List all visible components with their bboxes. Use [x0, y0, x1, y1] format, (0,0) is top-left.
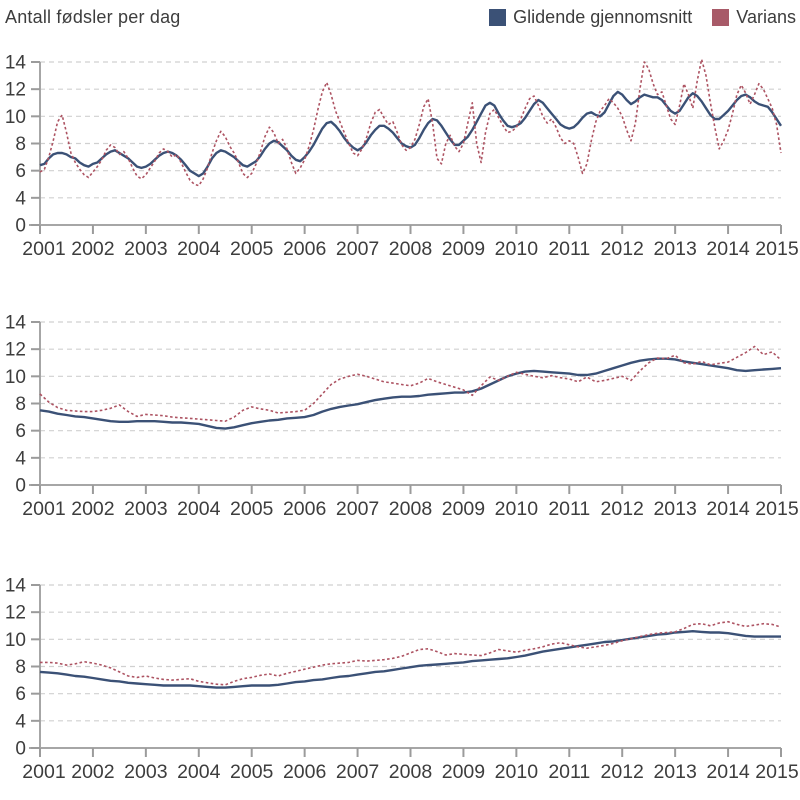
x-tick-label: 2015 — [755, 498, 799, 520]
variance-line — [39, 58, 782, 187]
y-tick-label: 10 — [5, 107, 26, 128]
x-tick-label: 2004 — [177, 498, 221, 520]
legend: Glidende gjennomsnitt Varians — [489, 7, 796, 28]
moving-average-line — [39, 90, 783, 178]
x-tick-label: 2007 — [336, 761, 379, 783]
x-tick-label: 2011 — [548, 238, 590, 260]
legend-item-variance: Varians — [712, 7, 796, 28]
y-tick-label: 12 — [5, 80, 26, 101]
legend-label-variance: Varians — [736, 7, 796, 27]
x-tick-label: 2013 — [653, 498, 696, 520]
x-tick-label: 2003 — [124, 498, 167, 520]
x-tick-label: 2006 — [283, 498, 326, 520]
chart-header: Antall fødsler per dag Glidende gjennoms… — [0, 0, 800, 36]
x-tick-label: 2010 — [495, 498, 539, 520]
y-tick-label: 6 — [15, 421, 26, 442]
x-tick-label: 2002 — [71, 498, 114, 520]
x-tick-label: 2001 — [22, 238, 65, 260]
y-tick-label: 0 — [15, 476, 26, 497]
x-tick-label: 2009 — [442, 238, 485, 260]
y-tick-label: 12 — [5, 603, 26, 624]
variance-line — [39, 345, 782, 422]
variance-swatch-icon — [712, 9, 730, 26]
y-tick-label: 10 — [5, 367, 26, 388]
y-tick-label: 14 — [5, 53, 27, 74]
x-tick-label: 2001 — [22, 761, 65, 783]
y-tick-label: 8 — [15, 657, 26, 678]
x-tick-label: 2014 — [706, 238, 750, 260]
x-tick-label: 2005 — [230, 238, 274, 260]
y-tick-label: 0 — [15, 739, 26, 760]
chart-births-per-day-top: 0 4 6 8 10 12 14 2001 2002 2003 2004 2005 2006 2007 20… — [5, 53, 799, 261]
x-tick-label: 2012 — [601, 238, 644, 260]
x-tick-label: 2004 — [177, 238, 221, 260]
x-tick-label: 2010 — [495, 761, 539, 783]
chart-births-per-day-bottom: 0 4 6 8 10 12 14 2001 2002 2003 2004 2005 2006 2007 20… — [5, 576, 799, 784]
x-tick-label: 2015 — [755, 238, 799, 260]
x-tick-label: 2005 — [230, 498, 274, 520]
x-tick-label: 2008 — [389, 761, 432, 783]
page-title: Antall fødsler per dag — [5, 7, 181, 27]
x-tick-label: 2013 — [653, 761, 696, 783]
x-tick-label: 2003 — [124, 761, 167, 783]
variance-line — [40, 620, 782, 686]
x-tick-label: 2006 — [283, 238, 326, 260]
moving-average-line — [39, 357, 782, 430]
y-tick-label: 12 — [5, 340, 26, 361]
y-tick-label: 14 — [5, 576, 27, 597]
y-tick-label: 8 — [15, 134, 26, 155]
y-tick-label: 0 — [15, 216, 26, 237]
x-tick-label: 2003 — [124, 238, 167, 260]
x-tick-label: 2011 — [548, 761, 590, 783]
x-tick-label: 2015 — [755, 761, 799, 783]
moving-average-swatch-icon — [489, 9, 507, 26]
x-tick-label: 2002 — [71, 238, 114, 260]
y-tick-label: 10 — [5, 630, 26, 651]
y-tick-label: 6 — [15, 684, 26, 705]
y-tick-label: 4 — [15, 188, 26, 209]
x-tick-label: 2009 — [442, 498, 485, 520]
x-tick-label: 2013 — [653, 238, 696, 260]
legend-item-moving-average: Glidende gjennomsnitt — [489, 7, 692, 28]
x-tick-label: 2007 — [336, 238, 379, 260]
y-tick-label: 8 — [15, 394, 26, 415]
y-tick-label: 4 — [15, 448, 26, 469]
x-tick-label: 2010 — [495, 238, 539, 260]
x-tick-label: 2004 — [177, 761, 221, 783]
y-tick-label: 14 — [5, 313, 27, 334]
moving-average-line — [39, 629, 781, 689]
x-tick-label: 2009 — [442, 761, 485, 783]
x-tick-label: 2006 — [283, 761, 326, 783]
x-tick-label: 2014 — [706, 761, 750, 783]
x-tick-label: 2007 — [336, 498, 379, 520]
y-tick-label: 6 — [15, 161, 26, 182]
x-tick-label: 2012 — [601, 498, 644, 520]
x-tick-label: 2008 — [389, 238, 432, 260]
x-tick-label: 2008 — [389, 498, 432, 520]
x-tick-label: 2014 — [706, 498, 750, 520]
chart-births-per-day-middle: 0 4 6 8 10 12 14 2001 2002 2003 2004 2005 2006 2007 20… — [5, 313, 799, 521]
x-tick-label: 2002 — [71, 761, 114, 783]
x-tick-label: 2012 — [601, 761, 644, 783]
x-tick-label: 2011 — [548, 498, 590, 520]
legend-label-moving-average: Glidende gjennomsnitt — [513, 7, 693, 27]
y-tick-label: 4 — [15, 711, 26, 732]
x-tick-label: 2001 — [22, 498, 65, 520]
x-tick-label: 2005 — [230, 761, 274, 783]
